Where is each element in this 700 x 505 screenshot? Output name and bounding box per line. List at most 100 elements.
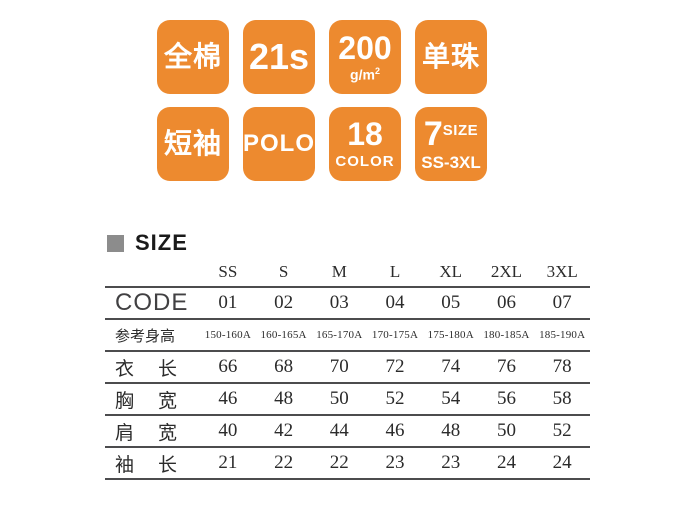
table-row-label-text: 肩宽	[115, 418, 177, 445]
size-heading: SIZE	[107, 230, 188, 256]
table-cell: 22	[274, 452, 294, 473]
table-cell: 02	[274, 292, 294, 313]
badge-main-text: 21s	[248, 36, 310, 78]
table-cell: 24	[552, 452, 572, 473]
table-cell: 42	[274, 420, 294, 441]
spec-badge-colors: 18 COLOR	[329, 107, 401, 181]
spec-badge-fabric: 全棉	[157, 20, 229, 94]
badge-main-text: POLO	[243, 130, 316, 158]
table-column-header: L	[389, 262, 401, 281]
label-char: 肩	[115, 422, 135, 444]
table-row: 参考身高 150-160A 160-165A 165-170A 170-175A 175-…	[105, 320, 590, 352]
table-cell: 40	[218, 420, 238, 441]
table-cell: 78	[552, 356, 572, 377]
table-cell: 21	[218, 452, 238, 473]
badge-sub-text: SS-3XL	[421, 152, 481, 172]
badge-main-text: 短袖	[163, 128, 222, 160]
table-cell: 23	[441, 452, 461, 473]
label-char: 胸	[115, 390, 135, 412]
table-column-header: 2XL	[490, 262, 523, 281]
table-cell: 52	[552, 420, 572, 441]
table-row: CODE 01 02 03 04 05 06 07	[105, 288, 590, 320]
badge-sub-text: g/m2	[350, 65, 380, 83]
table-row-label: 袖长	[105, 450, 200, 477]
table-cell: 50	[329, 388, 349, 409]
table-column-header: S	[278, 262, 289, 281]
table-row-label: 参考身高	[105, 325, 200, 346]
badge-sub-text: COLOR	[335, 153, 395, 171]
spec-badge-stitch: 单珠	[415, 20, 487, 94]
table-row-label-text: 袖长	[115, 450, 177, 477]
spec-badge-sizes: 7 SIZE SS-3XL	[415, 107, 487, 181]
table-cell: 46	[385, 420, 405, 441]
table-cell: 170-175A	[371, 329, 419, 341]
table-row-label-text: 胸宽	[115, 386, 177, 413]
heading-square-icon	[107, 234, 124, 252]
table-cell: 06	[496, 292, 516, 313]
badge-main-row: 7 SIZE	[424, 117, 478, 151]
table-row: 衣长 66 68 70 72 74 76 78	[105, 352, 590, 384]
table-row: 袖长 21 22 22 23 23 24 24	[105, 448, 590, 480]
table-column-header: XL	[439, 262, 463, 281]
table-column-header: SS	[218, 262, 238, 281]
table-row-label: CODE	[105, 289, 200, 317]
spec-badge-sleeve: 短袖	[157, 107, 229, 181]
spec-badge-style: POLO	[243, 107, 315, 181]
size-heading-label: SIZE	[135, 230, 188, 255]
table-cell: 68	[274, 356, 294, 377]
label-char: 宽	[157, 390, 177, 412]
spec-badges-grid: 全棉 21s 200 g/m2 单珠 短袖 POLO 18 COLOR 7 SIZE SS-3XL	[157, 20, 487, 181]
table-cell: 70	[329, 356, 349, 377]
table-header-row: SS S M L XL 2XL 3XL	[105, 258, 590, 288]
table-cell: 07	[552, 292, 572, 313]
badge-main-text: 7	[423, 114, 443, 153]
table-row-label: 肩宽	[105, 418, 200, 445]
table-cell: 175-180A	[427, 329, 474, 341]
table-cell: 01	[218, 292, 238, 313]
table-column-header: M	[331, 262, 347, 281]
table-cell: 74	[441, 356, 461, 377]
label-char: 宽	[157, 422, 177, 444]
label-char: 袖	[115, 454, 135, 476]
table-cell: 150-160A	[204, 329, 251, 341]
table-row-label-text: CODE	[115, 289, 189, 316]
table-row-label: 衣长	[105, 354, 200, 381]
table-cell: 72	[385, 356, 405, 377]
table-cell: 54	[441, 388, 461, 409]
table-row: 肩宽 40 42 44 46 48 50 52	[105, 416, 590, 448]
table-cell: 23	[385, 452, 405, 473]
table-row-label-text: 衣长	[115, 354, 177, 381]
table-cell: 04	[385, 292, 405, 313]
table-cell: 180-185A	[483, 329, 530, 341]
table-cell: 66	[218, 356, 238, 377]
table-cell: 05	[441, 292, 461, 313]
spec-badge-yarn-count: 21s	[243, 20, 315, 94]
table-cell: 56	[496, 388, 516, 409]
size-table: SS S M L XL 2XL 3XL CODE 01 02 03 04 05 06 07 参考身高 150-1…	[105, 258, 590, 480]
table-cell: 46	[218, 388, 238, 409]
badge-main-text: 18	[347, 115, 383, 152]
table-cell: 44	[329, 420, 349, 441]
table-cell: 22	[329, 452, 349, 473]
table-cell: 24	[496, 452, 516, 473]
table-cell: 52	[385, 388, 405, 409]
badge-side-text: SIZE	[442, 121, 479, 139]
spec-badge-weight: 200 g/m2	[329, 20, 401, 94]
table-row: 胸宽 46 48 50 52 54 56 58	[105, 384, 590, 416]
badge-main-text: 200	[338, 30, 392, 67]
table-cell: 76	[496, 356, 516, 377]
table-cell: 03	[329, 292, 349, 313]
label-char: 长	[157, 358, 177, 380]
table-cell: 48	[274, 388, 294, 409]
badge-sub-superscript: 2	[374, 65, 380, 76]
label-char: 衣	[115, 358, 135, 380]
table-cell: 165-170A	[316, 329, 363, 341]
table-row-label: 胸宽	[105, 386, 200, 413]
table-column-header: 3XL	[546, 262, 578, 281]
table-cell: 160-165A	[260, 329, 307, 341]
table-cell: 185-190A	[539, 329, 586, 341]
table-row-label-text: 参考身高	[115, 327, 176, 345]
badge-main-text: 全棉	[163, 41, 222, 73]
table-cell: 58	[552, 388, 572, 409]
badge-main-text: 单珠	[421, 41, 480, 73]
